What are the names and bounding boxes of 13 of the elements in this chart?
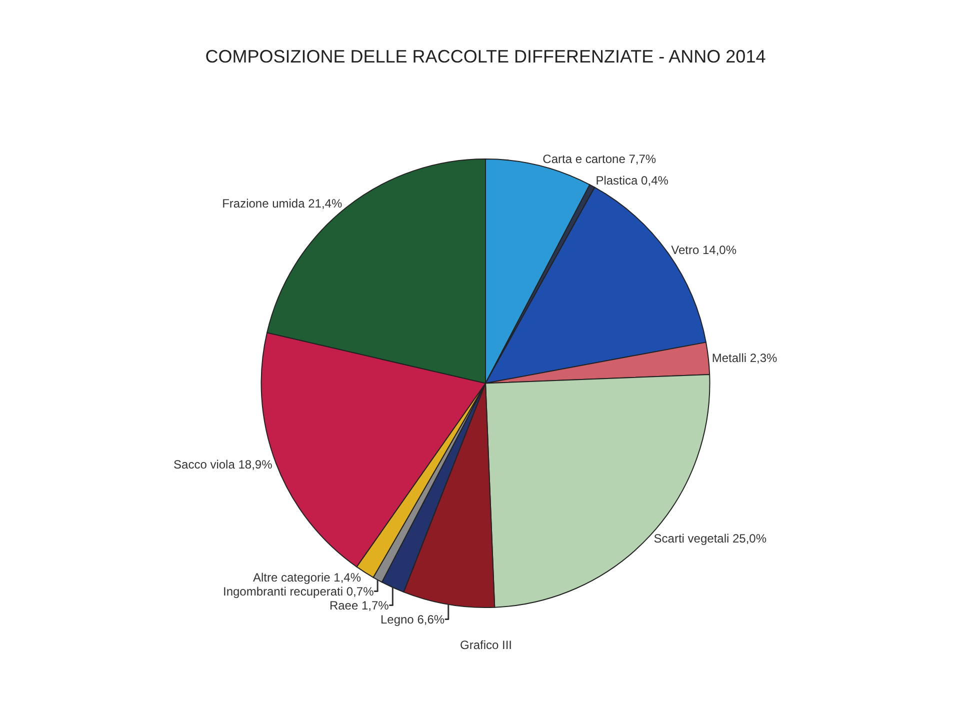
chart-title: COMPOSIZIONE DELLE RACCOLTE DIFFERENZIATE - ANNO 2014: [205, 46, 766, 67]
slice-label: Legno 6,6%: [380, 612, 445, 626]
slice-label: Vetro 14,0%: [671, 243, 737, 258]
slice-label: Scarti vegetali 25,0%: [654, 532, 767, 546]
slice-label: Carta e cartone 7,7%: [542, 152, 656, 166]
text: Grafico III: [460, 638, 512, 652]
slice-label: Altre categorie 1,4%: [252, 570, 362, 584]
slice-label: Frazione umida 21,4%: [222, 196, 342, 210]
slice-label: Sacco viola 18,9%: [174, 457, 273, 472]
slice-label: Raee 1,7%: [329, 598, 390, 612]
slice-label: Ingombranti recuperati 0,7%: [222, 584, 374, 598]
slice-label: Metalli 2,3%: [712, 351, 778, 366]
slice-label: Plastica 0,4%: [596, 174, 669, 188]
